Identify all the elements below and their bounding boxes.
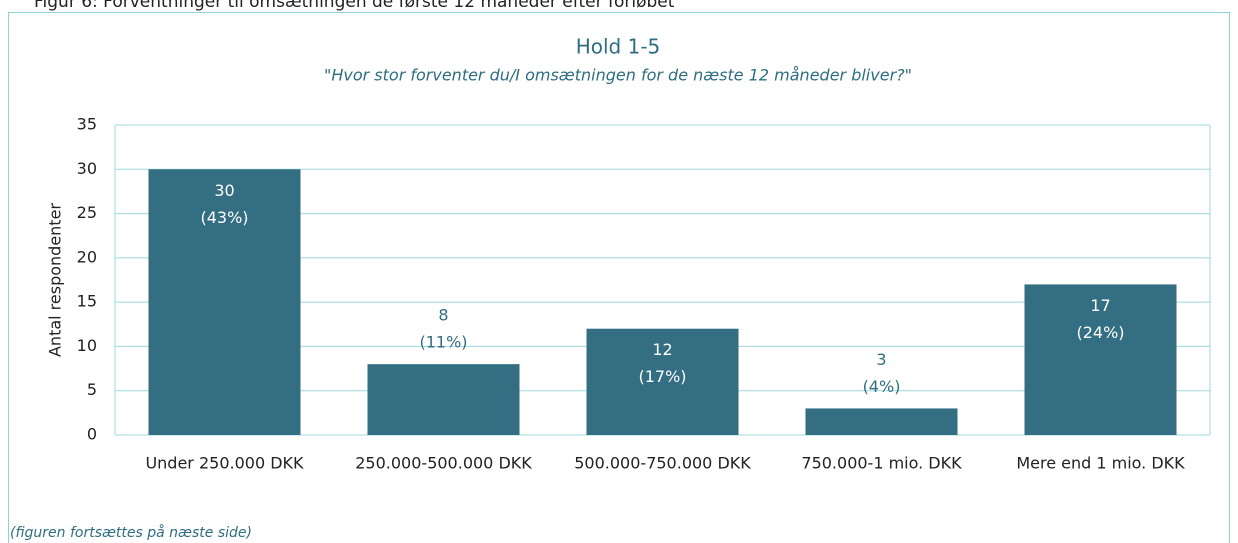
chart-title: Hold 1-5 [576, 35, 661, 59]
data-label: 3 [876, 350, 886, 369]
data-label-percent: (43%) [200, 208, 248, 227]
bar [586, 328, 739, 435]
data-label: 17 [1090, 296, 1110, 315]
y-tick-label: 5 [87, 380, 97, 399]
x-tick-label: 500.000-750.000 DKK [574, 454, 751, 473]
bar [805, 408, 958, 435]
x-tick-label: 250.000-500.000 DKK [355, 454, 532, 473]
y-tick-label: 15 [77, 292, 97, 311]
y-axis-label: Antal respondenter [46, 203, 65, 357]
bar [367, 364, 520, 435]
y-tick-label: 0 [87, 425, 97, 444]
data-label: 12 [652, 340, 672, 359]
y-tick-label: 10 [77, 336, 97, 355]
x-tick-label: Mere end 1 mio. DKK [1016, 454, 1185, 473]
y-tick-label: 30 [77, 159, 97, 178]
data-label: 30 [214, 181, 234, 200]
bar [1024, 284, 1177, 435]
data-label-percent: (17%) [638, 367, 686, 386]
data-label-percent: (24%) [1076, 323, 1124, 342]
x-tick-label: Under 250.000 DKK [145, 454, 304, 473]
y-tick-label: 35 [77, 115, 97, 134]
figure-frame [8, 12, 1230, 543]
footnote: (figuren fortsættes på næste side) [10, 524, 252, 541]
data-label-percent: (4%) [863, 377, 901, 396]
data-label-percent: (11%) [419, 333, 467, 352]
y-tick-label: 25 [77, 203, 97, 222]
figure-caption: Figur 6: Forventninger til omsætningen d… [34, 0, 675, 12]
y-tick-label: 20 [77, 247, 97, 266]
data-label: 8 [438, 306, 448, 325]
bar [148, 169, 301, 436]
x-tick-label: 750.000-1 mio. DKK [801, 454, 962, 473]
chart-subtitle: "Hvor stor forventer du/I omsætningen fo… [324, 66, 912, 85]
